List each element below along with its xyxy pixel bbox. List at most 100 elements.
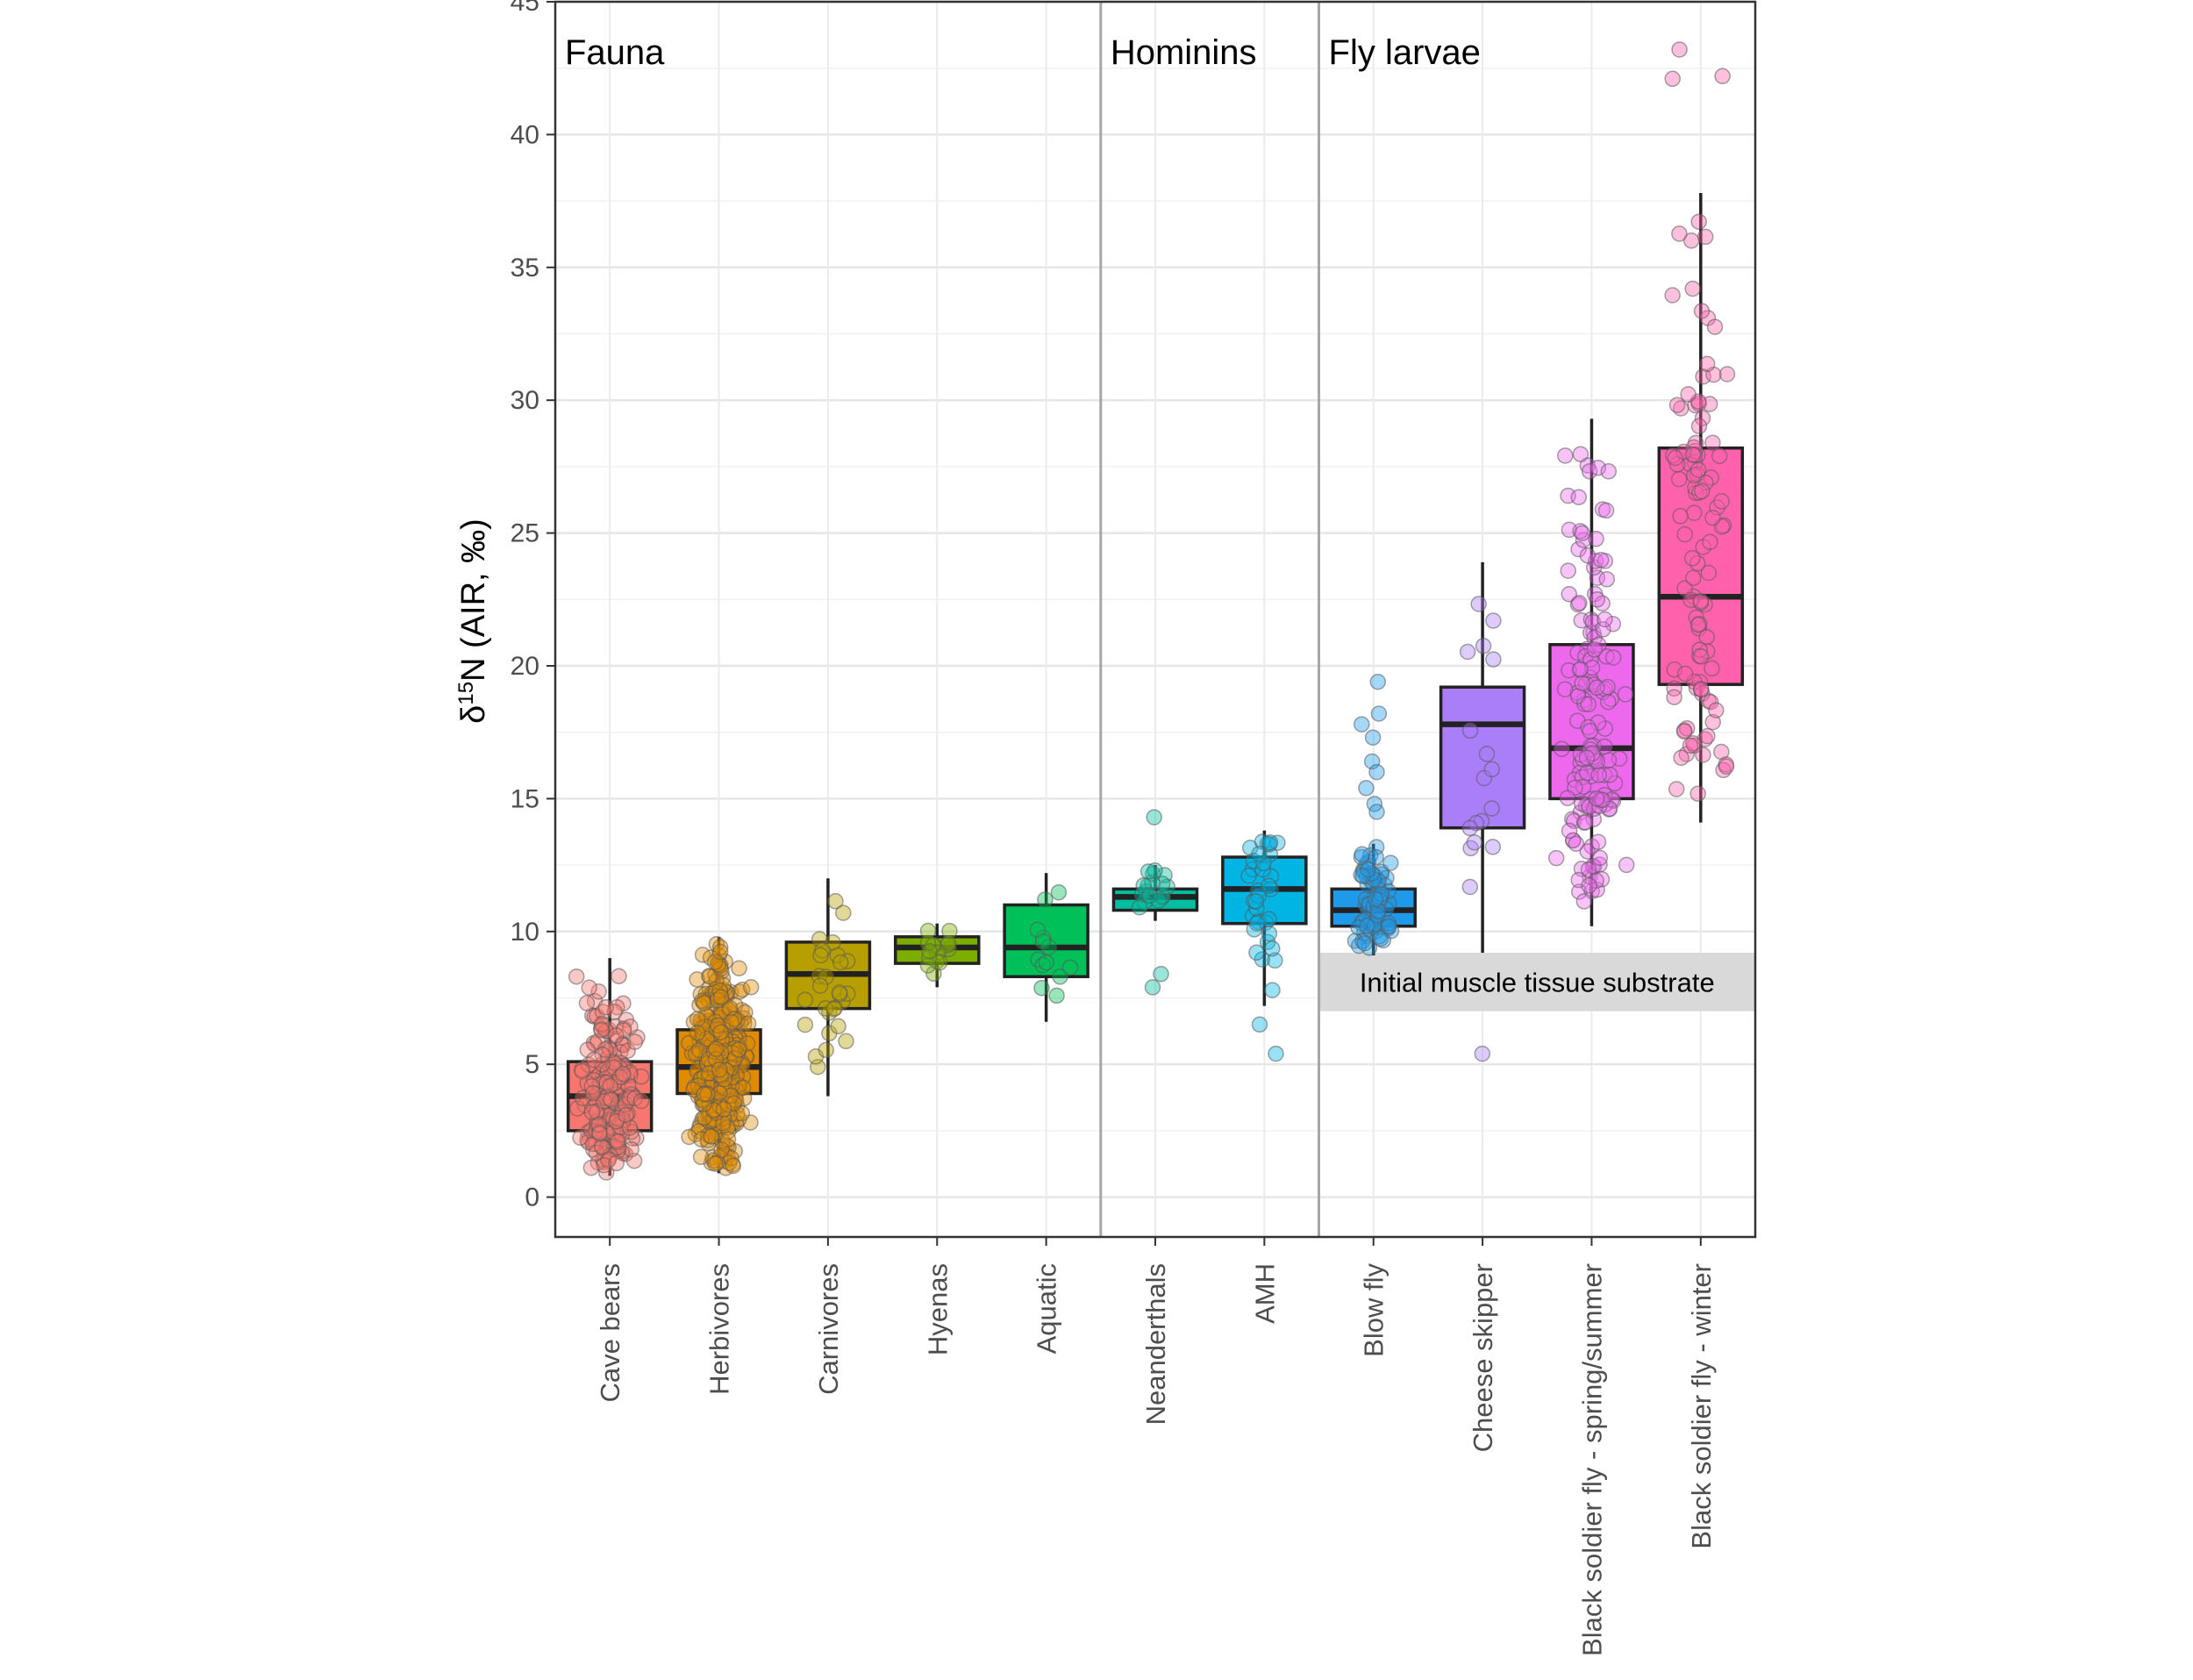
data-point <box>1672 508 1689 525</box>
data-point <box>621 1119 639 1136</box>
data-point <box>796 991 814 1008</box>
data-point <box>692 1148 710 1166</box>
data-point <box>1052 969 1068 985</box>
data-point <box>1600 693 1617 711</box>
y-tick-label: 40 <box>511 120 539 149</box>
data-point <box>796 1016 814 1033</box>
y-tick-label: 0 <box>525 1183 539 1212</box>
data-point <box>1050 883 1068 901</box>
data-point <box>1690 418 1708 435</box>
data-point <box>1038 954 1055 971</box>
data-point <box>711 982 728 999</box>
data-point <box>1704 509 1721 526</box>
data-point <box>1578 749 1596 766</box>
data-point <box>1484 839 1502 855</box>
y-tick-label: 25 <box>511 519 539 548</box>
axis-layer: 0 5 10 15 20 25 30 35 40 45 Cave bears Herbivores Ca… <box>511 0 1717 1656</box>
data-point <box>1475 638 1492 654</box>
y-axis-title-superscript: 15 <box>454 682 478 705</box>
data-point <box>707 1040 725 1057</box>
data-point <box>1360 861 1376 878</box>
data-point <box>1592 552 1610 568</box>
data-point <box>689 1011 706 1027</box>
panel-label-hominins: Hominins <box>1111 33 1257 72</box>
data-point <box>681 1128 697 1146</box>
data-point <box>1255 854 1272 872</box>
data-point <box>1668 781 1685 797</box>
data-point <box>593 1021 610 1039</box>
x-tick-label: Black soldier fly - spring/summer <box>1576 1263 1607 1656</box>
data-point <box>1354 716 1370 733</box>
data-point <box>597 998 614 1016</box>
data-point <box>1141 887 1158 904</box>
data-point <box>693 1131 710 1148</box>
data-point <box>1693 648 1710 665</box>
data-point <box>1689 785 1706 802</box>
data-point <box>1675 443 1692 461</box>
data-point <box>1676 665 1694 683</box>
data-point <box>593 1139 611 1155</box>
data-point <box>591 1125 608 1142</box>
data-point <box>830 1018 846 1035</box>
data-point <box>1581 462 1598 480</box>
data-point <box>1251 846 1268 862</box>
data-point <box>1485 612 1502 629</box>
data-point <box>1582 611 1600 628</box>
data-point <box>706 954 724 970</box>
data-point <box>1574 525 1590 541</box>
x-tick-label: Carnivores <box>813 1263 844 1395</box>
data-point <box>734 1079 752 1097</box>
data-point <box>1571 883 1588 900</box>
data-point <box>582 1159 600 1176</box>
data-point <box>1354 846 1370 863</box>
data-point <box>1368 804 1385 820</box>
data-point <box>1702 693 1719 711</box>
data-point <box>1589 679 1605 697</box>
data-point <box>1711 447 1728 465</box>
data-point <box>1139 863 1157 880</box>
data-point <box>1560 562 1576 579</box>
data-point <box>1598 571 1616 588</box>
data-point <box>568 968 585 985</box>
data-point <box>1561 661 1577 679</box>
data-point <box>1580 861 1597 878</box>
data-point <box>1147 862 1163 879</box>
data-point <box>1268 1045 1284 1062</box>
panel-label-fly-larvae: Fly larvae <box>1329 33 1481 72</box>
data-point <box>1261 834 1279 851</box>
data-point <box>1691 615 1708 633</box>
data-point <box>1474 1045 1491 1062</box>
data-point <box>1061 959 1079 976</box>
data-point <box>941 922 958 940</box>
data-point <box>1483 800 1500 817</box>
box-cheese-skipper <box>1439 685 1526 830</box>
y-tick-label: 15 <box>511 784 539 813</box>
data-point <box>818 1041 834 1059</box>
data-point <box>921 942 938 960</box>
data-point <box>831 984 848 1001</box>
data-point <box>1704 713 1721 731</box>
data-point <box>1680 386 1697 403</box>
panel-label-fauna: Fauna <box>565 33 665 72</box>
data-point <box>1617 686 1634 703</box>
data-point <box>707 1155 724 1172</box>
data-point <box>1369 673 1387 690</box>
data-point <box>1367 890 1384 908</box>
data-point <box>1589 459 1607 476</box>
data-point <box>1570 540 1587 558</box>
data-point <box>817 1000 834 1017</box>
data-point <box>1682 737 1699 754</box>
data-point <box>1666 680 1682 697</box>
data-point <box>1718 366 1736 382</box>
data-point <box>1583 659 1601 676</box>
data-point <box>703 1128 720 1145</box>
x-tick-label: Neanderthals <box>1140 1263 1171 1425</box>
x-tick-label: Cave bears <box>595 1263 625 1403</box>
data-point <box>1569 644 1586 661</box>
data-point <box>1576 813 1594 831</box>
data-point <box>711 1084 728 1102</box>
data-point <box>1698 628 1715 646</box>
data-point <box>1685 569 1702 587</box>
data-point <box>1470 596 1487 612</box>
